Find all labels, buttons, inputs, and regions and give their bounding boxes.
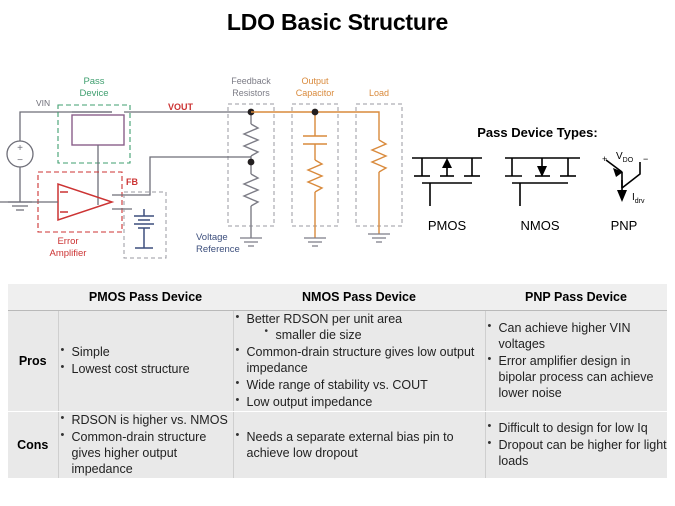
load-label: Load bbox=[369, 88, 389, 98]
list-item: Lowest cost structure bbox=[59, 360, 233, 377]
feedback-resistor-lower bbox=[242, 162, 260, 238]
output-capacitor-esr-symbol bbox=[306, 159, 324, 238]
pnp-emitter-arrow bbox=[613, 168, 623, 177]
cell-pros-pnp: Can achieve higher VIN voltages Error am… bbox=[485, 310, 668, 412]
pass-device-group-outline bbox=[57, 104, 131, 164]
output-capacitor-label-line2: Capacitor bbox=[296, 88, 335, 98]
pmos-arrow bbox=[442, 158, 452, 168]
voltage-reference-group-outline bbox=[123, 191, 167, 259]
pnp-label: PNP bbox=[611, 218, 638, 233]
pnp-minus-sign: − bbox=[643, 154, 648, 164]
row-label-pros: Pros bbox=[8, 310, 59, 412]
list-item: Error amplifier design in bipolar proces… bbox=[486, 352, 668, 401]
vout-label: VOUT bbox=[168, 102, 194, 112]
cell-pros-pmos: Simple Lowest cost structure bbox=[58, 310, 234, 412]
svg-text:VDO: VDO bbox=[616, 151, 634, 164]
table-header-row: PMOS Pass Device NMOS Pass Device PNP Pa… bbox=[8, 284, 667, 311]
pmos-label: PMOS bbox=[428, 218, 467, 233]
pass-device-block bbox=[71, 114, 125, 146]
voltage-reference-battery-symbol bbox=[134, 209, 154, 249]
table-row-cons: Cons RDSON is higher vs. NMOS Common-dra… bbox=[8, 411, 668, 478]
list-item: Wide range of stability vs. COUT bbox=[234, 376, 485, 393]
pnp-vdo-subscript: DO bbox=[623, 157, 634, 164]
error-amplifier-symbol bbox=[57, 182, 115, 222]
svg-text:−: − bbox=[17, 155, 23, 166]
output-capacitor-label-line1: Output bbox=[301, 76, 329, 86]
list-item: Dropout can be higher for light loads bbox=[486, 436, 668, 469]
error-amplifier-label-line2: Amplifier bbox=[50, 248, 87, 259]
nmos-arrow bbox=[537, 166, 547, 177]
list-item: Common-drain structure gives higher outp… bbox=[59, 428, 233, 477]
list-item: Better RDSON per unit area smaller die s… bbox=[234, 310, 485, 343]
ldo-circuit-diagram: + − VIN Pass Device VOUT FB Error Amplif… bbox=[0, 62, 405, 267]
table-header-pnp: PNP Pass Device bbox=[485, 284, 667, 311]
pass-device-label-line2: Device bbox=[79, 88, 108, 99]
list-item: Needs a separate external bias pin to ac… bbox=[234, 428, 485, 461]
list-item: RDSON is higher vs. NMOS bbox=[59, 411, 233, 428]
row-label-cons: Cons bbox=[8, 411, 59, 478]
pnp-idrv-label: I bbox=[632, 192, 635, 203]
list-item: Can achieve higher VIN voltages bbox=[486, 319, 668, 352]
cell-cons-pmos: RDSON is higher vs. NMOS Common-drain st… bbox=[58, 411, 234, 478]
feedback-resistors-label-line2: Resistors bbox=[232, 88, 270, 98]
pnp-idrv-subscript: drv bbox=[635, 198, 645, 205]
list-item-sub: smaller die size bbox=[263, 326, 485, 343]
table-row-pros: Pros Simple Lowest cost structure Better… bbox=[8, 310, 668, 412]
vout-node-capacitor bbox=[311, 108, 319, 116]
pass-device-label-line1: Pass bbox=[83, 76, 104, 87]
table-corner-cell bbox=[8, 284, 58, 311]
cell-pros-nmos: Better RDSON per unit area smaller die s… bbox=[233, 310, 486, 412]
svg-text:Idrv: Idrv bbox=[632, 192, 645, 205]
list-item: Low output impedance bbox=[234, 393, 485, 410]
list-item: Common-drain structure gives low output … bbox=[234, 343, 485, 376]
load-resistor-symbol bbox=[338, 111, 388, 234]
voltage-reference-label-line1: Voltage bbox=[196, 232, 228, 243]
pass-device-comparison-table: PMOS Pass Device NMOS Pass Device PNP Pa… bbox=[8, 284, 667, 478]
feedback-tap-node bbox=[247, 158, 255, 166]
vin-label: VIN bbox=[36, 98, 50, 108]
list-item: Difficult to design for low Iq bbox=[486, 419, 668, 436]
cell-cons-pnp: Difficult to design for low Iq Dropout c… bbox=[485, 411, 668, 478]
page-title: LDO Basic Structure bbox=[226, 9, 449, 35]
table-header-pmos: PMOS Pass Device bbox=[58, 284, 233, 311]
list-item-text: Better RDSON per unit area bbox=[246, 312, 403, 326]
fb-label: FB bbox=[126, 177, 138, 187]
feedback-resistors-label-line1: Feedback bbox=[231, 76, 271, 86]
pnp-vdo-label: V bbox=[616, 151, 623, 162]
output-capacitor-symbol bbox=[251, 111, 338, 160]
pnp-plus-sign: + bbox=[602, 154, 607, 164]
pmos-symbol bbox=[412, 157, 482, 206]
feedback-resistor-upper bbox=[242, 112, 260, 162]
pnp-idrv-arrow bbox=[617, 190, 627, 202]
voltage-reference-label-line2: Reference bbox=[196, 244, 240, 255]
pass-device-types-panel: Pass Device Types: PMOS bbox=[400, 95, 675, 255]
table-header-nmos: NMOS Pass Device bbox=[233, 284, 485, 311]
cell-cons-nmos: Needs a separate external bias pin to ac… bbox=[233, 411, 486, 478]
pass-device-types-title: Pass Device Types: bbox=[477, 125, 598, 140]
list-item: Simple bbox=[59, 343, 233, 360]
error-amplifier-label-line1: Error bbox=[57, 236, 78, 247]
svg-text:+: + bbox=[17, 143, 23, 154]
nmos-label: NMOS bbox=[521, 218, 560, 233]
nmos-symbol bbox=[505, 157, 580, 206]
